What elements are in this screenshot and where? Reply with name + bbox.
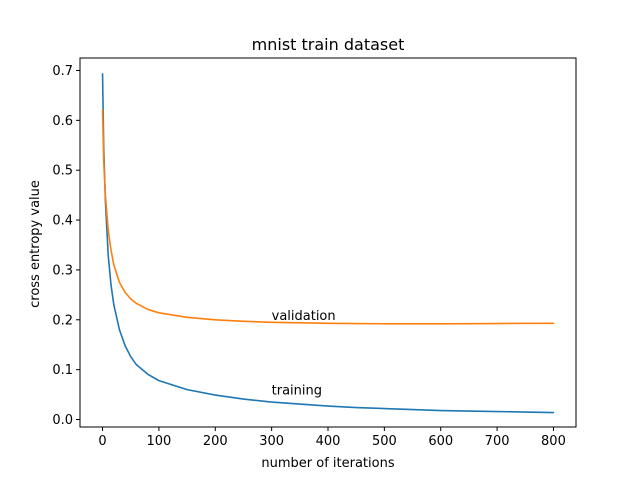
y-tick-label: 0.5 [52, 164, 73, 179]
x-tick-label: 100 [146, 434, 171, 449]
x-tick-label: 300 [259, 434, 284, 449]
x-tick-label: 800 [541, 434, 566, 449]
annotation-validation: validation [272, 309, 336, 324]
x-axis-label: number of iterations [261, 456, 394, 471]
series-line-training [101, 73, 555, 414]
x-tick-label: 700 [485, 434, 510, 449]
x-tick-label: 400 [316, 434, 341, 449]
y-tick-label: 0.7 [52, 64, 73, 79]
annotation-training: training [272, 384, 322, 399]
y-tick-label: 0.0 [52, 413, 73, 428]
x-tick-label: 600 [428, 434, 453, 449]
y-tick-label: 0.3 [52, 263, 73, 278]
chart-title: mnist train dataset [252, 35, 405, 54]
x-tick-label: 200 [203, 434, 228, 449]
plot-area: 0 100 200 300 400 500 600 700 800 0.0 0.1 0.2 0.3 0.4… [52, 57, 577, 449]
series-line-validation [101, 109, 555, 325]
x-tick-label: 0 [98, 434, 106, 449]
x-tick-label: 500 [372, 434, 397, 449]
y-tick-label: 0.2 [52, 313, 73, 328]
y-tick-label: 0.4 [52, 214, 73, 229]
y-tick-label: 0.1 [52, 363, 73, 378]
y-axis-label: cross entropy value [28, 180, 43, 308]
y-tick-label: 0.6 [52, 114, 73, 129]
